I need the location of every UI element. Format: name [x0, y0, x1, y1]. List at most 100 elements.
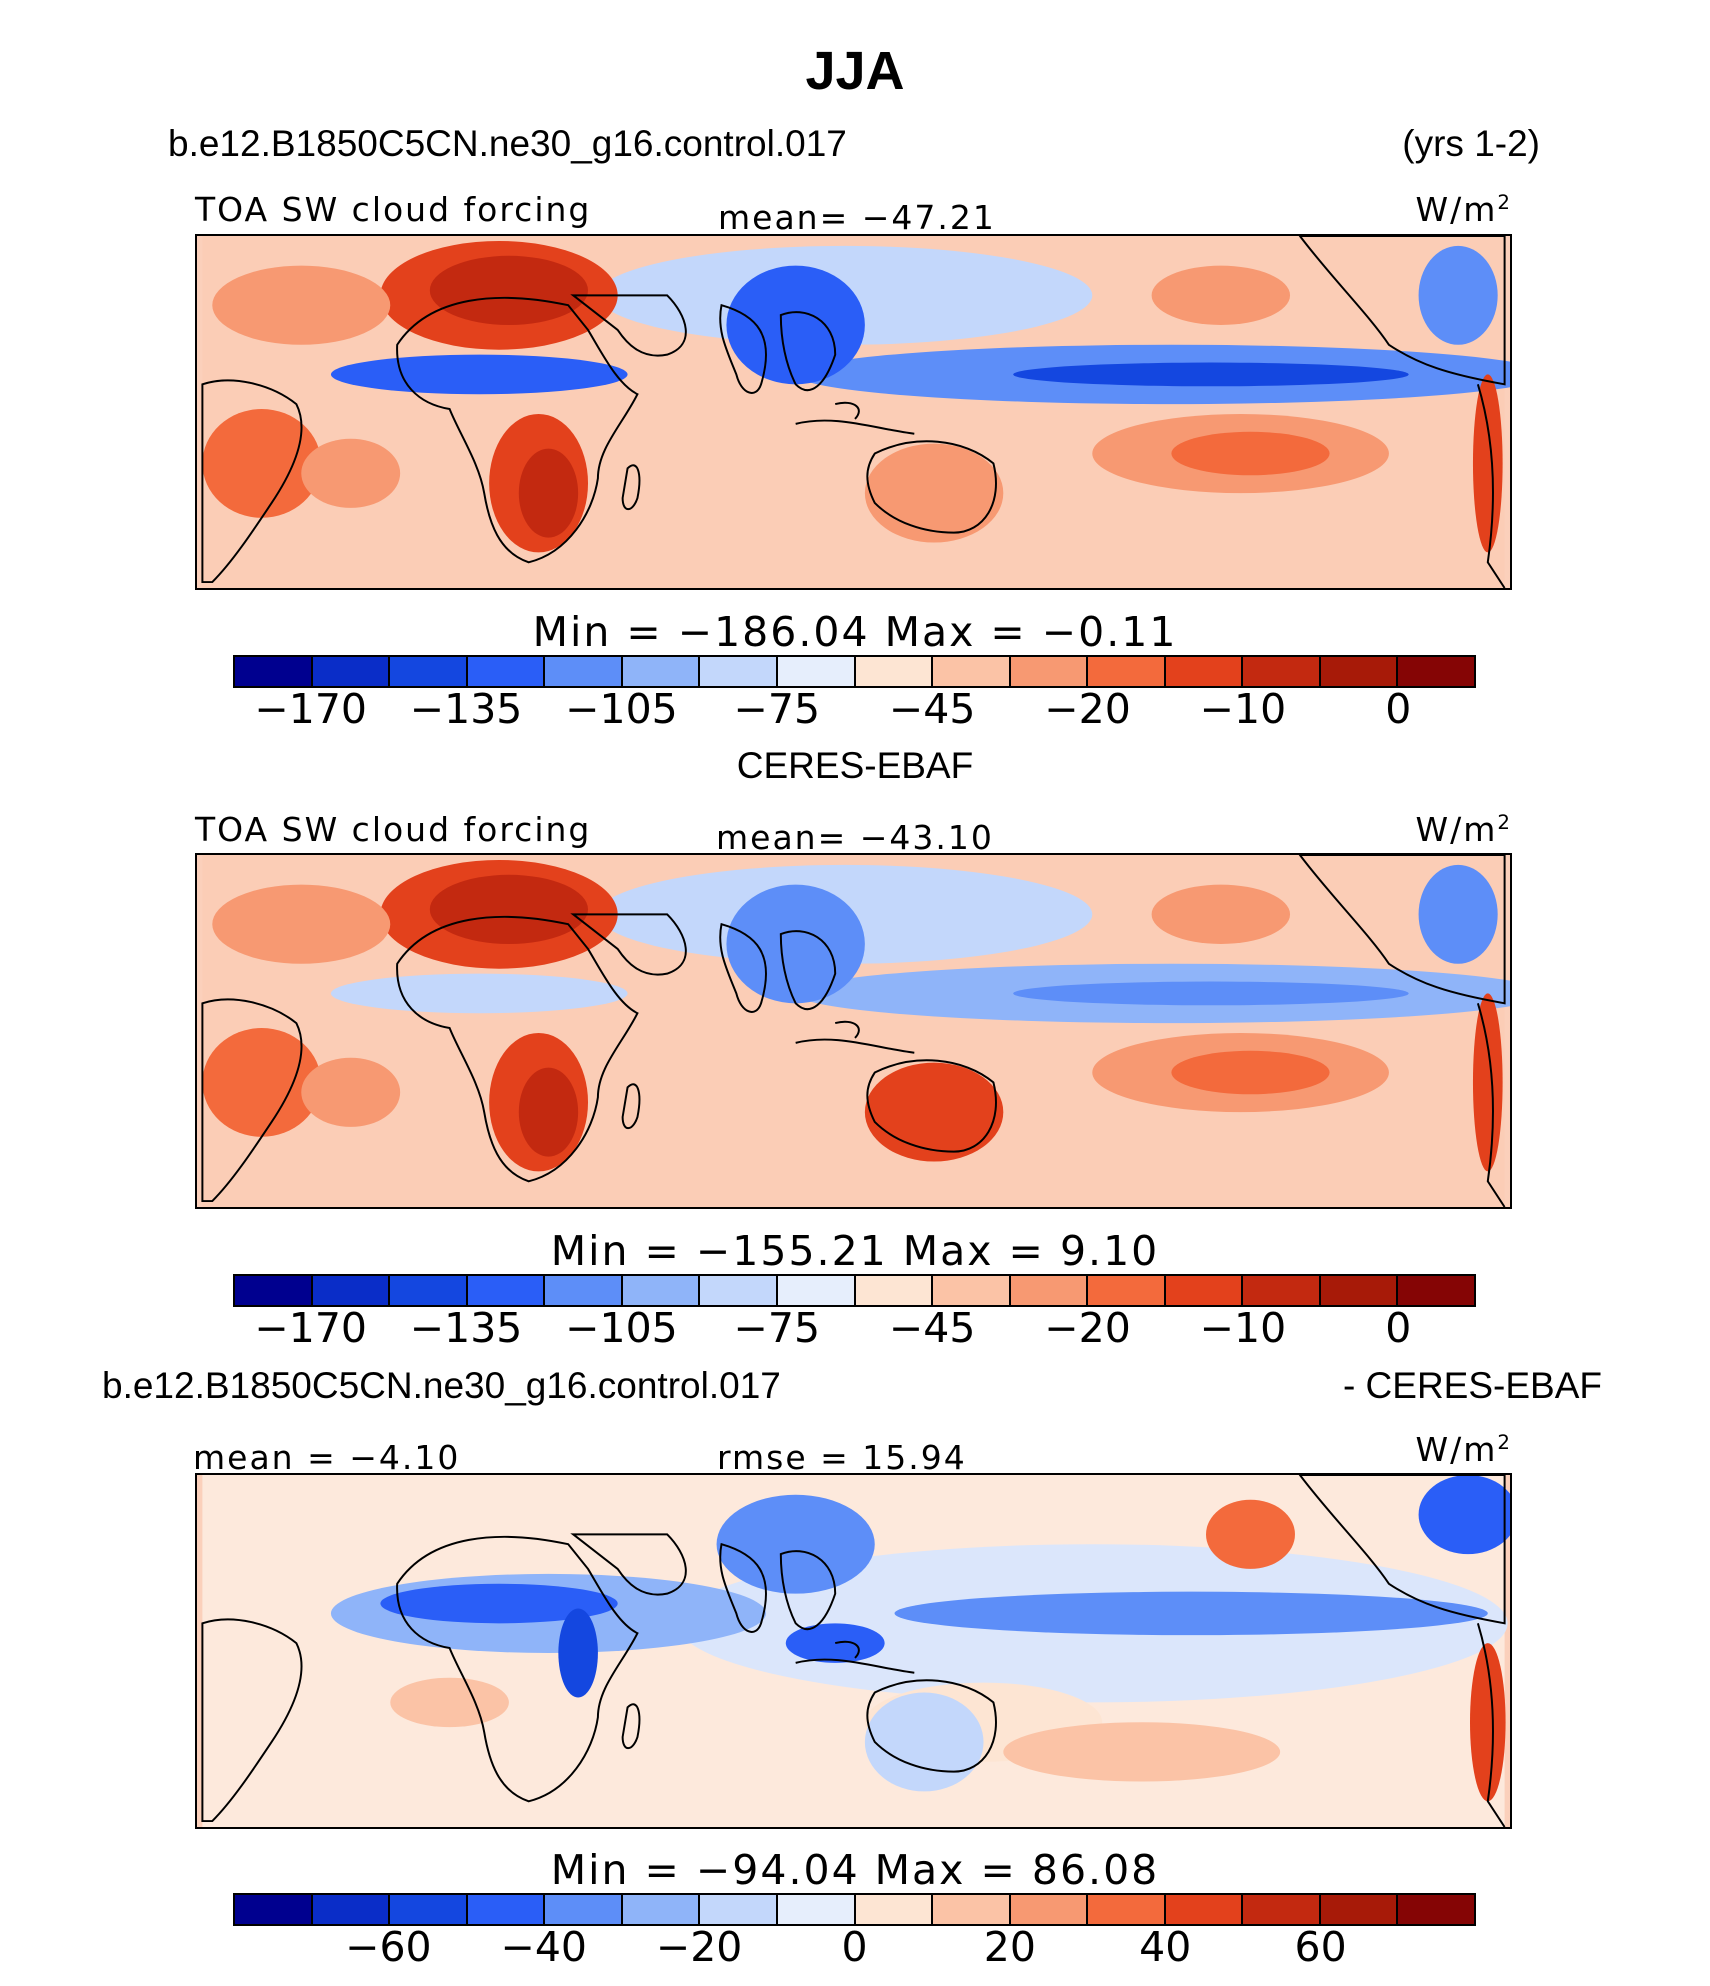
colorbar-tick-label: 0	[1385, 1304, 1412, 1352]
colorbar-tick-label: −45	[888, 685, 976, 733]
colorbar-segment	[1088, 1276, 1166, 1305]
colorbar-segment	[777, 657, 856, 686]
contour-region	[1013, 981, 1409, 1006]
colorbar-segment	[700, 657, 778, 686]
figure-title: JJA	[805, 41, 905, 101]
colorbar-segment	[312, 1276, 391, 1305]
contour-region	[390, 1677, 509, 1728]
contour-region	[301, 1057, 401, 1127]
colorbar-segment	[1243, 1276, 1321, 1305]
panel1-units: W/m2	[1415, 190, 1512, 229]
colorbar-segment	[467, 1276, 546, 1305]
contour-region	[1171, 431, 1330, 476]
contour-region	[212, 884, 391, 964]
contour-region	[330, 973, 628, 1014]
colorbar-tick-label: −135	[409, 1304, 523, 1352]
colorbar-segment	[312, 1895, 391, 1924]
contour-region	[1151, 884, 1291, 944]
panel2-case-name: CERES-EBAF	[736, 745, 974, 786]
colorbar-tick-label: −20	[1044, 1304, 1131, 1352]
colorbar-tick-label: 40	[1139, 1923, 1192, 1971]
colorbar-segment	[1398, 1276, 1474, 1305]
contour-region	[864, 1062, 1004, 1162]
panel1-map	[195, 234, 1512, 590]
contour-region	[1205, 1499, 1295, 1569]
colorbar-segment	[312, 657, 391, 686]
contour-region	[1171, 1050, 1330, 1095]
coastline	[866, 1059, 997, 1153]
colorbar-segment	[235, 657, 313, 686]
colorbar-segment	[390, 1895, 468, 1924]
panel3-case-suffix: - CERES-EBAF	[1342, 1365, 1602, 1406]
panel3-units: W/m2	[1415, 1430, 1512, 1469]
contour-region	[864, 1692, 984, 1792]
colorbar-segment	[467, 657, 546, 686]
colorbar-segment	[390, 1276, 468, 1305]
contour-region	[330, 354, 628, 395]
colorbar-tick-label: −105	[565, 1304, 678, 1352]
contour-region	[894, 1591, 1488, 1636]
panel2-mean: mean= −43.10	[716, 818, 994, 857]
colorbar-segment	[777, 1276, 856, 1305]
colorbar-segment	[622, 1895, 701, 1924]
colorbar-tick-label: −10	[1199, 685, 1287, 733]
colorbar-tick-label: −170	[254, 685, 367, 733]
contour-region	[726, 265, 865, 385]
panel2-map-graphic	[201, 855, 1510, 1207]
colorbar-tick-label: −105	[565, 685, 678, 733]
panel2-map	[195, 853, 1512, 1209]
contour-region	[429, 874, 589, 944]
colorbar-tick-label: 0	[1385, 685, 1412, 733]
colorbar-tick-label: −20	[655, 1923, 743, 1971]
contour-region	[1472, 374, 1503, 553]
colorbar-segment	[1165, 1895, 1244, 1924]
contour-region	[785, 1623, 885, 1663]
coastline	[779, 1550, 837, 1630]
coastline	[621, 1083, 641, 1130]
coastline	[201, 1618, 303, 1823]
contour-region	[558, 1608, 598, 1698]
colorbar-tick-label: −45	[888, 1304, 976, 1352]
panel1-map-graphic	[201, 236, 1510, 588]
colorbar-tick-label: −40	[500, 1923, 588, 1971]
contour-region	[1418, 245, 1498, 345]
panel3-colorbar	[233, 1893, 1476, 1926]
colorbar-segment	[545, 1276, 623, 1305]
colorbar-segment	[855, 1895, 934, 1924]
colorbar-tick-label: −60	[345, 1923, 432, 1971]
colorbar-segment	[933, 657, 1011, 686]
colorbar-segment	[1243, 657, 1321, 686]
colorbar-segment	[622, 657, 701, 686]
panel1-years: (yrs 1-2)	[1402, 123, 1540, 164]
coastline	[1476, 384, 1506, 588]
coastline	[1298, 855, 1506, 1005]
contour-region	[1472, 993, 1503, 1172]
panel2-variable: TOA SW cloud forcing	[195, 810, 592, 849]
contour-region	[1013, 362, 1409, 387]
contour-region	[1151, 265, 1291, 325]
panel3-map-graphic	[201, 1475, 1510, 1827]
coastline	[570, 913, 687, 976]
coastline	[866, 440, 997, 534]
colorbar-segment	[855, 1276, 934, 1305]
colorbar-tick-label: −10	[1199, 1304, 1287, 1352]
contour-region	[301, 438, 401, 508]
colorbar-segment	[700, 1895, 778, 1924]
colorbar-segment	[1165, 657, 1244, 686]
panel3-minmax: Min = −94.04 Max = 86.08	[550, 1846, 1160, 1894]
colorbar-segment	[855, 657, 934, 686]
colorbar-segment	[933, 1895, 1011, 1924]
colorbar-segment	[390, 657, 468, 686]
colorbar-segment	[777, 1895, 856, 1924]
coastline	[1298, 236, 1506, 386]
colorbar-segment	[545, 657, 623, 686]
colorbar-segment	[1010, 657, 1089, 686]
coastline	[795, 1640, 915, 1674]
contour-region	[429, 255, 589, 325]
panel2-colorbar	[233, 1274, 1476, 1307]
colorbar-segment	[1010, 1895, 1089, 1924]
coastline	[201, 379, 303, 584]
panel3-map	[195, 1473, 1512, 1829]
panel2-units: W/m2	[1415, 810, 1512, 849]
panel3-case-name: b.e12.B1850C5CN.ne30_g16.control.017	[102, 1365, 781, 1406]
